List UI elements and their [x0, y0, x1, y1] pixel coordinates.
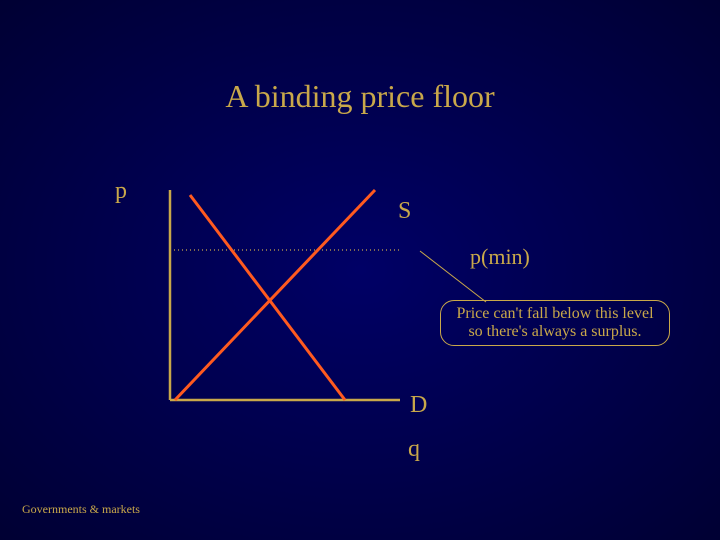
axis-label-q: q [408, 436, 420, 463]
axis-label-p: p [115, 178, 127, 205]
supply-curve [175, 190, 375, 400]
callout-surplus: Price can't fall below this level so the… [440, 300, 670, 346]
price-floor-label: p(min) [470, 244, 530, 270]
curve-label-supply: S [398, 198, 411, 225]
footer-text: Governments & markets [22, 502, 140, 517]
demand-curve [190, 195, 345, 400]
slide: A binding price floor p S p(min) D q Pri… [0, 0, 720, 540]
supply-demand-chart [0, 0, 720, 540]
curve-label-demand: D [410, 392, 427, 419]
